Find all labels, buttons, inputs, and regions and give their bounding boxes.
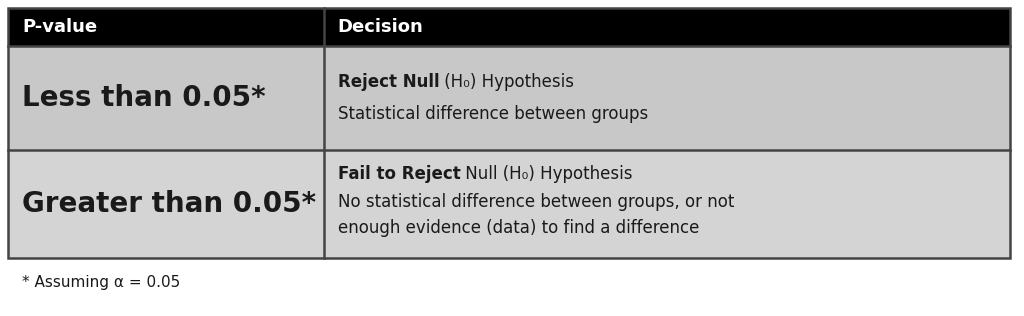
Text: Decision: Decision bbox=[338, 18, 423, 36]
Text: Greater than 0.05*: Greater than 0.05* bbox=[22, 190, 316, 218]
Text: No statistical difference between groups, or not: No statistical difference between groups… bbox=[338, 193, 734, 211]
Bar bbox=[8, 8, 1010, 46]
Text: enough evidence (data) to find a difference: enough evidence (data) to find a differe… bbox=[338, 219, 699, 237]
Text: * Assuming α = 0.05: * Assuming α = 0.05 bbox=[22, 276, 180, 290]
Text: Less than 0.05*: Less than 0.05* bbox=[22, 84, 265, 112]
Text: Null (H₀) Hypothesis: Null (H₀) Hypothesis bbox=[461, 165, 633, 183]
Text: Statistical difference between groups: Statistical difference between groups bbox=[338, 105, 648, 123]
Bar bbox=[8, 46, 1010, 150]
Text: Fail to Reject: Fail to Reject bbox=[338, 165, 461, 183]
Text: Reject Null: Reject Null bbox=[338, 73, 439, 91]
Text: (H₀) Hypothesis: (H₀) Hypothesis bbox=[439, 73, 574, 91]
Bar bbox=[8, 8, 1010, 258]
Text: P-value: P-value bbox=[22, 18, 97, 36]
Bar bbox=[8, 150, 1010, 258]
